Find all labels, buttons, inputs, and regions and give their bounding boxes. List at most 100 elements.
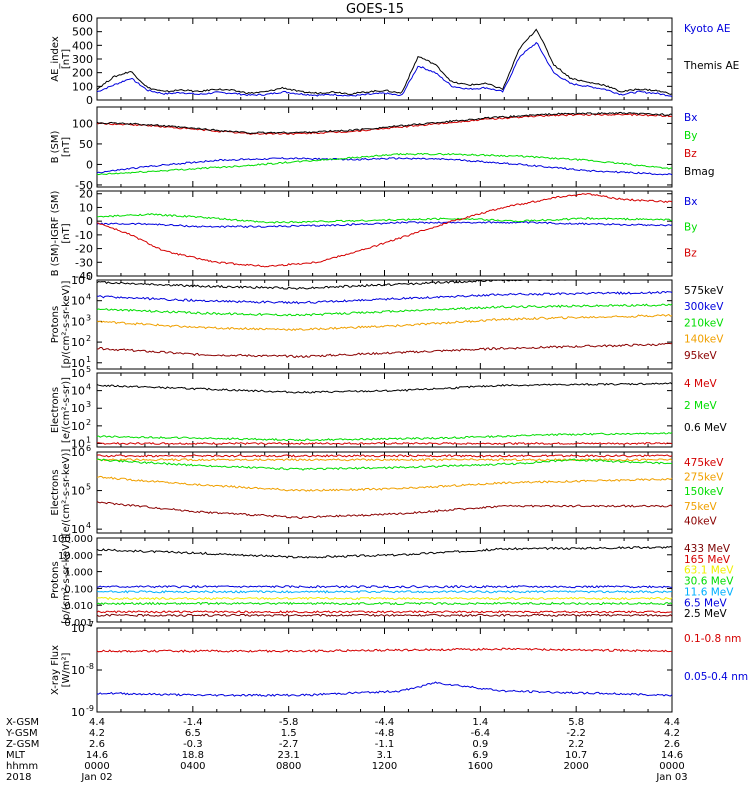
series-line-433-mev (96, 613, 673, 618)
panel-frame (96, 627, 673, 713)
legend-275kev: 275keV (684, 472, 724, 484)
x-axis-row-value: 3.1 (377, 750, 393, 761)
series-line-210kev (96, 303, 673, 317)
legend-bmag: Bmag (684, 166, 715, 178)
series-line-bx (96, 157, 673, 176)
legend-300kev: 300keV (684, 301, 724, 313)
y-tick-label: 10 (71, 274, 85, 287)
y-tick-label: 1.000 (64, 568, 93, 579)
x-axis-row-label: hhmm (6, 761, 38, 772)
x-axis-row-value: -1.1 (375, 739, 395, 750)
legend-95kev: 95keV (684, 350, 718, 362)
series-line-300kev (96, 290, 673, 305)
x-axis-row-value: -1.4 (183, 717, 203, 728)
legend-75kev: 75keV (684, 501, 718, 513)
series-line-kyoto-ae (96, 41, 673, 98)
legend-2-mev: 2 MeV (684, 400, 718, 412)
y-tick-label: 500 (72, 26, 93, 39)
x-axis-row-label: Y-GSM (5, 728, 38, 739)
y-tick-label: 10 (71, 420, 85, 433)
y-tick-label: -40 (75, 270, 93, 283)
y-tick-label: 10.000 (58, 551, 93, 562)
series-line-165-mev (96, 610, 672, 614)
x-axis-row-value: -6.4 (471, 728, 491, 739)
x-axis-row-value: 1.4 (472, 717, 488, 728)
y-axis-title: [nT] (61, 49, 72, 69)
y-tick-exponent: 4 (86, 383, 91, 392)
y-tick-label: 10 (71, 315, 85, 328)
x-axis-row-value: 0400 (180, 761, 205, 772)
series-line-2-5-mev (96, 545, 673, 559)
y-tick-label: 10 (71, 664, 85, 677)
series-line-30-6-mev (96, 601, 673, 606)
legend-bx: Bx (684, 196, 697, 208)
x-axis-row-value: 4.4 (664, 717, 680, 728)
x-axis-row-value: Jan 03 (655, 772, 687, 783)
y-tick-exponent: 1 (86, 435, 91, 444)
series-line-75kev (96, 475, 673, 492)
legend-11-6-mev: 11.6 MeV (684, 586, 734, 598)
series-line-0-6-mev (96, 382, 673, 394)
x-axis-row-value: 4.2 (89, 728, 105, 739)
series-line-575kev (96, 279, 672, 290)
series-line-bz (96, 113, 673, 135)
x-axis-ephemeris: X-GSM 4.4 -1.4 -5.8 -4.4 1.4 5.8 4.4 Y-GSM 4.2 6.5… (5, 717, 688, 783)
legend-0-05-0-4-nm: 0.05-0.4 nm (684, 671, 748, 683)
x-axis-row-value: 10.7 (565, 750, 587, 761)
x-axis-row-value: 6.5 (185, 728, 201, 739)
legend-0-6-mev: 0.6 MeV (684, 422, 728, 434)
panel-frame (96, 190, 673, 277)
x-axis-row-label: 2018 (6, 772, 31, 783)
x-axis-row-value: -4.8 (375, 728, 395, 739)
y-tick-label: 300 (72, 53, 93, 66)
y-axis-title: [e/(cm²-s-sr-keV)] (61, 449, 72, 537)
x-axis-row-value: -2.7 (279, 739, 299, 750)
y-tick-label: 100 (72, 117, 93, 130)
legend-by: By (684, 222, 697, 234)
series-line-95kev (96, 342, 672, 359)
legend-bx: Bx (684, 112, 697, 124)
x-axis-row-value: 1200 (372, 761, 397, 772)
panel-frame (96, 106, 673, 188)
x-axis-row-value: 0000 (659, 761, 684, 772)
x-axis-row-label: Z-GSM (6, 739, 39, 750)
legend-140kev: 140keV (684, 334, 724, 346)
y-tick-label: 10 (71, 446, 85, 459)
y-tick-label: 20 (79, 188, 93, 201)
x-axis-row-value: 0.9 (472, 739, 488, 750)
legend-kyoto-ae: Kyoto AE (684, 23, 730, 35)
y-axis-title: X-ray Flux (50, 645, 61, 695)
y-tick-label: 0.010 (64, 601, 93, 612)
x-axis-row-value: 4.4 (89, 717, 105, 728)
panel-bsm: 100 50 0 -50 B (SM) [nT] Bx By Bz Bmag (50, 106, 715, 192)
panel-xray: 10-710-810 -9X-ray Flux [W/m²]0.1-0.8 nm0.… (50, 620, 748, 719)
y-tick-exponent: 2 (86, 334, 91, 343)
y-axis-title: Protons (50, 306, 61, 343)
x-axis-row-value: 1.5 (281, 728, 297, 739)
panel-protons2: 100.000 10.000 1.000 0.100 0.010 0.001 Protons… (50, 534, 734, 629)
x-axis-row-value: 1600 (468, 761, 493, 772)
panel-frame (96, 17, 673, 101)
x-axis-row-value: -0.3 (183, 739, 203, 750)
y-tick-exponent: -9 (86, 704, 94, 713)
y-tick-exponent: 1 (86, 355, 91, 364)
series-line-2-mev (96, 431, 673, 442)
y-tick-label: 10 (71, 385, 85, 398)
series-line-11-6-mev (96, 590, 673, 594)
series-line-150kev (96, 458, 673, 471)
chart-title: GOES-15 (346, 2, 404, 17)
y-tick-label: 400 (72, 39, 93, 52)
series-line-63-1-mev (96, 596, 673, 601)
y-tick-exponent: 5 (86, 272, 91, 281)
y-tick-exponent: -7 (86, 620, 94, 629)
legend-433-mev: 433 MeV (684, 543, 731, 555)
legend-575kev: 575keV (684, 285, 724, 297)
y-tick-label: -20 (75, 243, 93, 256)
y-axis-title: [p/(cm²-s-sr-keV)] (61, 281, 72, 369)
x-axis-row-value: 2.6 (664, 739, 680, 750)
x-axis-row-value: 2.2 (568, 739, 584, 750)
y-tick-label: 100 (72, 80, 93, 93)
series-line-bz (96, 193, 673, 268)
